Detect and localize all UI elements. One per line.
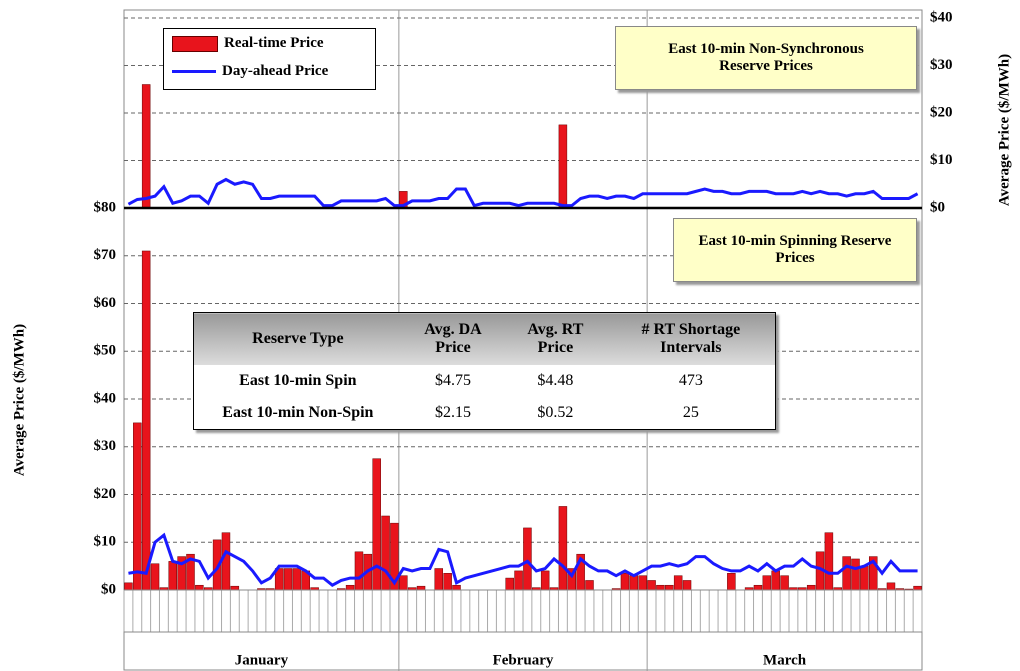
table-header-cell: # RT Shortage Intervals bbox=[606, 312, 776, 365]
legend-swatch bbox=[172, 70, 216, 73]
y-tick-label: $0 bbox=[101, 581, 116, 597]
table-row: East 10-min Spin $4.75 $4.48 473 bbox=[194, 365, 776, 397]
y-axis-label: Average Price ($/MWh) bbox=[996, 54, 1012, 206]
bar bbox=[585, 580, 594, 591]
table-cell: $2.15 bbox=[434, 404, 471, 421]
legend: Real-time Price Day-ahead Price bbox=[163, 28, 376, 90]
bar bbox=[673, 575, 683, 591]
month-label: February bbox=[493, 652, 554, 668]
bar bbox=[727, 573, 736, 591]
panel-title: East 10-min Spinning Reserve Prices bbox=[673, 218, 917, 282]
legend-item: Real-time Price bbox=[172, 35, 324, 52]
bar bbox=[886, 582, 896, 591]
y-tick-label: $70 bbox=[94, 247, 117, 263]
bar bbox=[381, 515, 390, 591]
bar bbox=[647, 580, 656, 591]
bar bbox=[842, 556, 851, 591]
legend-label: Day-ahead Price bbox=[222, 63, 329, 79]
month-label: March bbox=[763, 652, 807, 668]
bar bbox=[523, 527, 532, 591]
bar bbox=[762, 575, 772, 591]
y-tick-label: $40 bbox=[94, 390, 117, 406]
bar bbox=[452, 584, 461, 591]
y-tick-label: $40 bbox=[930, 9, 953, 25]
bar bbox=[540, 570, 550, 591]
bar bbox=[345, 584, 355, 591]
bar bbox=[682, 580, 692, 591]
y-tick-label: $30 bbox=[930, 57, 953, 73]
y-tick-label: $80 bbox=[94, 199, 117, 215]
bar bbox=[416, 585, 426, 591]
bar bbox=[780, 575, 789, 591]
table-cell: $4.75 bbox=[434, 372, 471, 389]
bar bbox=[168, 561, 178, 591]
bar bbox=[771, 570, 780, 591]
month-row bbox=[123, 631, 923, 671]
y-tick-label: $20 bbox=[930, 104, 953, 120]
bar bbox=[913, 585, 922, 591]
table-cell: $0.52 bbox=[537, 404, 574, 421]
y-tick-label: $10 bbox=[930, 152, 953, 168]
bar bbox=[399, 575, 408, 591]
bar bbox=[283, 568, 293, 591]
panel-title-text: East 10-min Non-Synchronous Reserve Pric… bbox=[668, 41, 864, 74]
bar bbox=[505, 577, 514, 591]
legend-swatch bbox=[172, 35, 218, 52]
bar bbox=[230, 585, 240, 591]
table-cell: East 10-min Non-Spin bbox=[222, 404, 374, 421]
bar bbox=[124, 582, 133, 591]
table-header-cell: Avg. DA Price bbox=[401, 312, 505, 365]
table-header-cell: Avg. RT Price bbox=[504, 312, 607, 365]
panel-title: East 10-min Non-Synchronous Reserve Pric… bbox=[615, 26, 917, 90]
bar bbox=[851, 558, 860, 591]
table-cell: 473 bbox=[678, 372, 703, 389]
y-tick-label: $50 bbox=[94, 343, 117, 359]
y-tick-label: $10 bbox=[94, 534, 117, 550]
table-cell: East 10-min Spin bbox=[239, 372, 357, 389]
bar bbox=[753, 584, 763, 591]
bar bbox=[221, 532, 231, 591]
y-axis-label: Average Price ($/MWh) bbox=[11, 324, 27, 476]
bar bbox=[141, 84, 151, 209]
y-tick-label: $0 bbox=[930, 199, 945, 215]
bar bbox=[292, 568, 302, 591]
bar bbox=[806, 584, 816, 591]
plot-area bbox=[123, 9, 923, 591]
bar bbox=[133, 422, 142, 591]
legend-item: Day-ahead Price bbox=[172, 63, 328, 80]
table-header: Reserve Type Avg. DA Price Avg. RT Price… bbox=[193, 312, 776, 365]
bar bbox=[629, 575, 639, 591]
bar bbox=[434, 568, 444, 591]
bar bbox=[656, 584, 665, 591]
legend-label: Real-time Price bbox=[224, 35, 324, 51]
bar bbox=[354, 551, 364, 591]
bar bbox=[195, 584, 204, 591]
month-label: January bbox=[235, 652, 289, 668]
bar bbox=[824, 532, 834, 591]
bar bbox=[638, 575, 647, 591]
y-tick-label: $20 bbox=[94, 486, 117, 502]
table-header-cell: Reserve Type bbox=[193, 312, 402, 365]
bar bbox=[558, 124, 568, 209]
bar bbox=[558, 506, 568, 591]
line bbox=[128, 532, 918, 588]
table-cell: $4.48 bbox=[537, 372, 574, 389]
bar bbox=[443, 573, 452, 591]
bar bbox=[860, 565, 869, 591]
bar bbox=[665, 584, 674, 591]
summary-table: Reserve Type Avg. DA Price Avg. RT Price… bbox=[193, 312, 776, 430]
table-row: East 10-min Non-Spin $2.15 $0.52 25 bbox=[194, 397, 776, 430]
y-tick-label: $30 bbox=[94, 438, 117, 454]
bar bbox=[620, 573, 630, 591]
bar bbox=[141, 250, 151, 591]
line bbox=[127, 177, 919, 208]
bar bbox=[514, 570, 523, 591]
y-tick-label: $60 bbox=[94, 295, 117, 311]
bar bbox=[372, 458, 381, 591]
table-cell: 25 bbox=[682, 404, 699, 421]
panel-title-text: East 10-min Spinning Reserve Prices bbox=[698, 233, 892, 266]
bar bbox=[150, 563, 160, 591]
